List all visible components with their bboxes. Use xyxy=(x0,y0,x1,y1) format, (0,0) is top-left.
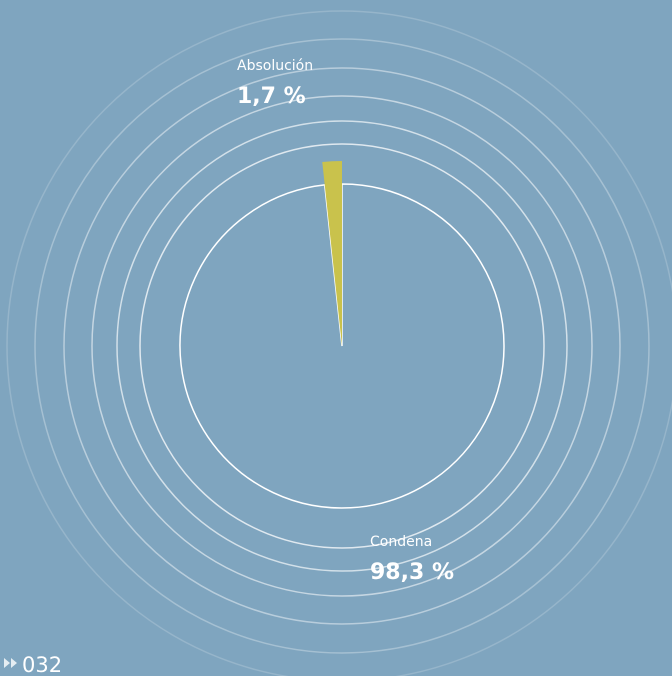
ring xyxy=(139,143,545,549)
arrow-icon xyxy=(4,658,17,668)
pie-slice xyxy=(322,161,342,346)
ring xyxy=(6,10,672,676)
ring xyxy=(91,95,593,597)
decorative-rings xyxy=(6,10,672,676)
ring xyxy=(63,67,621,625)
ring xyxy=(116,120,568,572)
pie-slice xyxy=(179,183,505,509)
page-footer: 032 xyxy=(4,653,62,676)
slice-category-label: Condena xyxy=(370,534,432,550)
page-number: 032 xyxy=(22,653,62,676)
slice-value-label: 1,7 % xyxy=(237,84,306,109)
ring xyxy=(34,38,650,654)
slice-value-label: 98,3 % xyxy=(370,560,454,585)
slice-category-label: Absolución xyxy=(237,58,313,74)
